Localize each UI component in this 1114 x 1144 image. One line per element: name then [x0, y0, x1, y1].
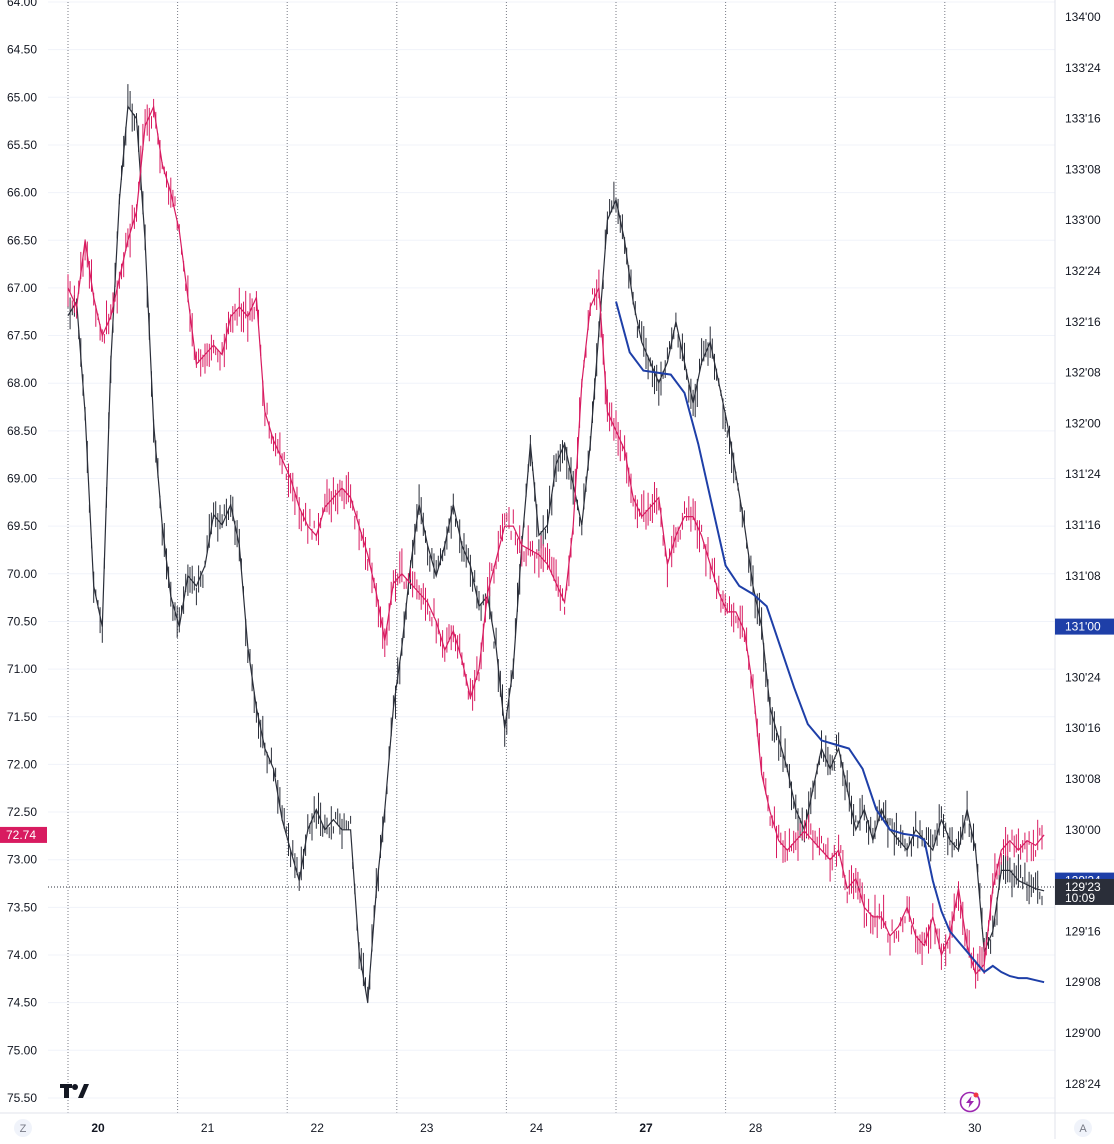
right-axis-tick: 131'16 [1065, 518, 1101, 532]
right-axis-tick: 129'16 [1065, 924, 1101, 938]
right-axis-tick: 133'24 [1065, 61, 1101, 75]
series-trace [67, 104, 1045, 976]
right-axis-tick: 133'16 [1065, 112, 1101, 126]
time-axis-tick: 21 [201, 1121, 215, 1135]
tradingview-logo[interactable] [60, 1084, 89, 1098]
left-axis-tick: 69.00 [7, 472, 37, 486]
time-axis-tick: 28 [749, 1121, 763, 1135]
right-axis-tick: 134'00 [1065, 10, 1101, 24]
left-last-value-tag [0, 826, 47, 843]
time-axis-tick: 20 [91, 1121, 105, 1135]
left-axis-tick: 70.50 [7, 614, 37, 628]
time-axis[interactable]: 20 21 22 23 24 27 28 29 30 [91, 1121, 981, 1135]
left-axis-tick: 74.50 [7, 996, 37, 1010]
left-axis-tick: 68.00 [7, 376, 37, 390]
right-axis-tick: 133'00 [1065, 213, 1101, 227]
right-axis-tick: 132'08 [1065, 366, 1101, 380]
time-axis-tick: 29 [859, 1121, 873, 1135]
left-axis-tick: 73.00 [7, 853, 37, 867]
left-axis-tick: 71.00 [7, 662, 37, 676]
left-axis-tick: 65.00 [7, 90, 37, 104]
right-price-tag-time: 10:09 [1065, 891, 1095, 905]
series-1 [67, 98, 1045, 989]
time-axis-tick: 22 [311, 1121, 325, 1135]
left-axis-tick: 67.00 [7, 281, 37, 295]
left-axis-tick: 66.00 [7, 186, 37, 200]
left-axis-tick: 66.50 [7, 233, 37, 247]
lightning-badge-icon[interactable] [959, 1091, 981, 1113]
series-trace [67, 104, 1045, 1003]
right-axis-tick: 132'00 [1065, 416, 1101, 430]
left-axis-tick: 71.50 [7, 710, 37, 724]
series-layer [67, 84, 1045, 1004]
timezone-button-label: Z [20, 1123, 27, 1135]
left-last-value-label: 72.74 [6, 828, 36, 842]
time-axis-tick: 24 [530, 1121, 544, 1135]
left-axis-tick: 70.00 [7, 567, 37, 581]
left-axis-tick: 67.50 [7, 329, 37, 343]
right-price-axis[interactable]: 134'00 133'24 133'16 133'08 133'00 132'24 132'… [1065, 10, 1101, 1091]
left-price-axis[interactable]: 64.00 64.50 65.00 65.50 66.00 66.50 67.00 67.50… [7, 0, 37, 1105]
time-axis-tick: 23 [420, 1121, 434, 1135]
series-line [615, 301, 1045, 984]
right-axis-tick: 130'16 [1065, 721, 1101, 735]
left-axis-tick: 72.50 [7, 805, 37, 819]
right-price-tag [1055, 618, 1114, 635]
right-axis-tick: 129'00 [1065, 1026, 1101, 1040]
right-axis-tick: 130'00 [1065, 823, 1101, 837]
series-2 [615, 301, 1045, 984]
right-axis-tick: 128'24 [1065, 1077, 1101, 1091]
right-price-tag-label: 129'23 [1065, 880, 1101, 894]
left-axis-tick: 64.50 [7, 43, 37, 57]
left-axis-tick: 73.50 [7, 900, 37, 914]
right-axis-tick: 132'24 [1065, 264, 1101, 278]
right-axis-tick: 131'08 [1065, 569, 1101, 583]
right-axis-tick: 132'16 [1065, 315, 1101, 329]
time-axis-tick: 30 [968, 1121, 982, 1135]
left-axis-tick: 69.50 [7, 519, 37, 533]
right-axis-tick: 131'24 [1065, 467, 1101, 481]
auto-scale-button-label: A [1079, 1123, 1087, 1135]
left-axis-tick: 75.00 [7, 1043, 37, 1057]
left-axis-tick: 65.50 [7, 138, 37, 152]
right-axis-tick: 130'08 [1065, 772, 1101, 786]
left-axis-tick: 75.50 [7, 1091, 37, 1105]
right-axis-tick: 133'08 [1065, 162, 1101, 176]
time-axis-tick: 27 [639, 1121, 653, 1135]
timezone-button[interactable]: Z [14, 1119, 32, 1137]
auto-scale-button[interactable]: A [1074, 1119, 1092, 1137]
left-axis-tick: 68.50 [7, 424, 37, 438]
left-axis-tick: 72.00 [7, 757, 37, 771]
left-axis-tick: 74.00 [7, 948, 37, 962]
right-axis-tick: 130'24 [1065, 670, 1101, 684]
left-axis-tick: 64.00 [7, 0, 37, 9]
right-price-tag-label: 131'00 [1065, 620, 1101, 634]
right-price-tag [1055, 878, 1114, 905]
series-0 [67, 84, 1045, 1004]
right-axis-tick: 129'08 [1065, 975, 1101, 989]
